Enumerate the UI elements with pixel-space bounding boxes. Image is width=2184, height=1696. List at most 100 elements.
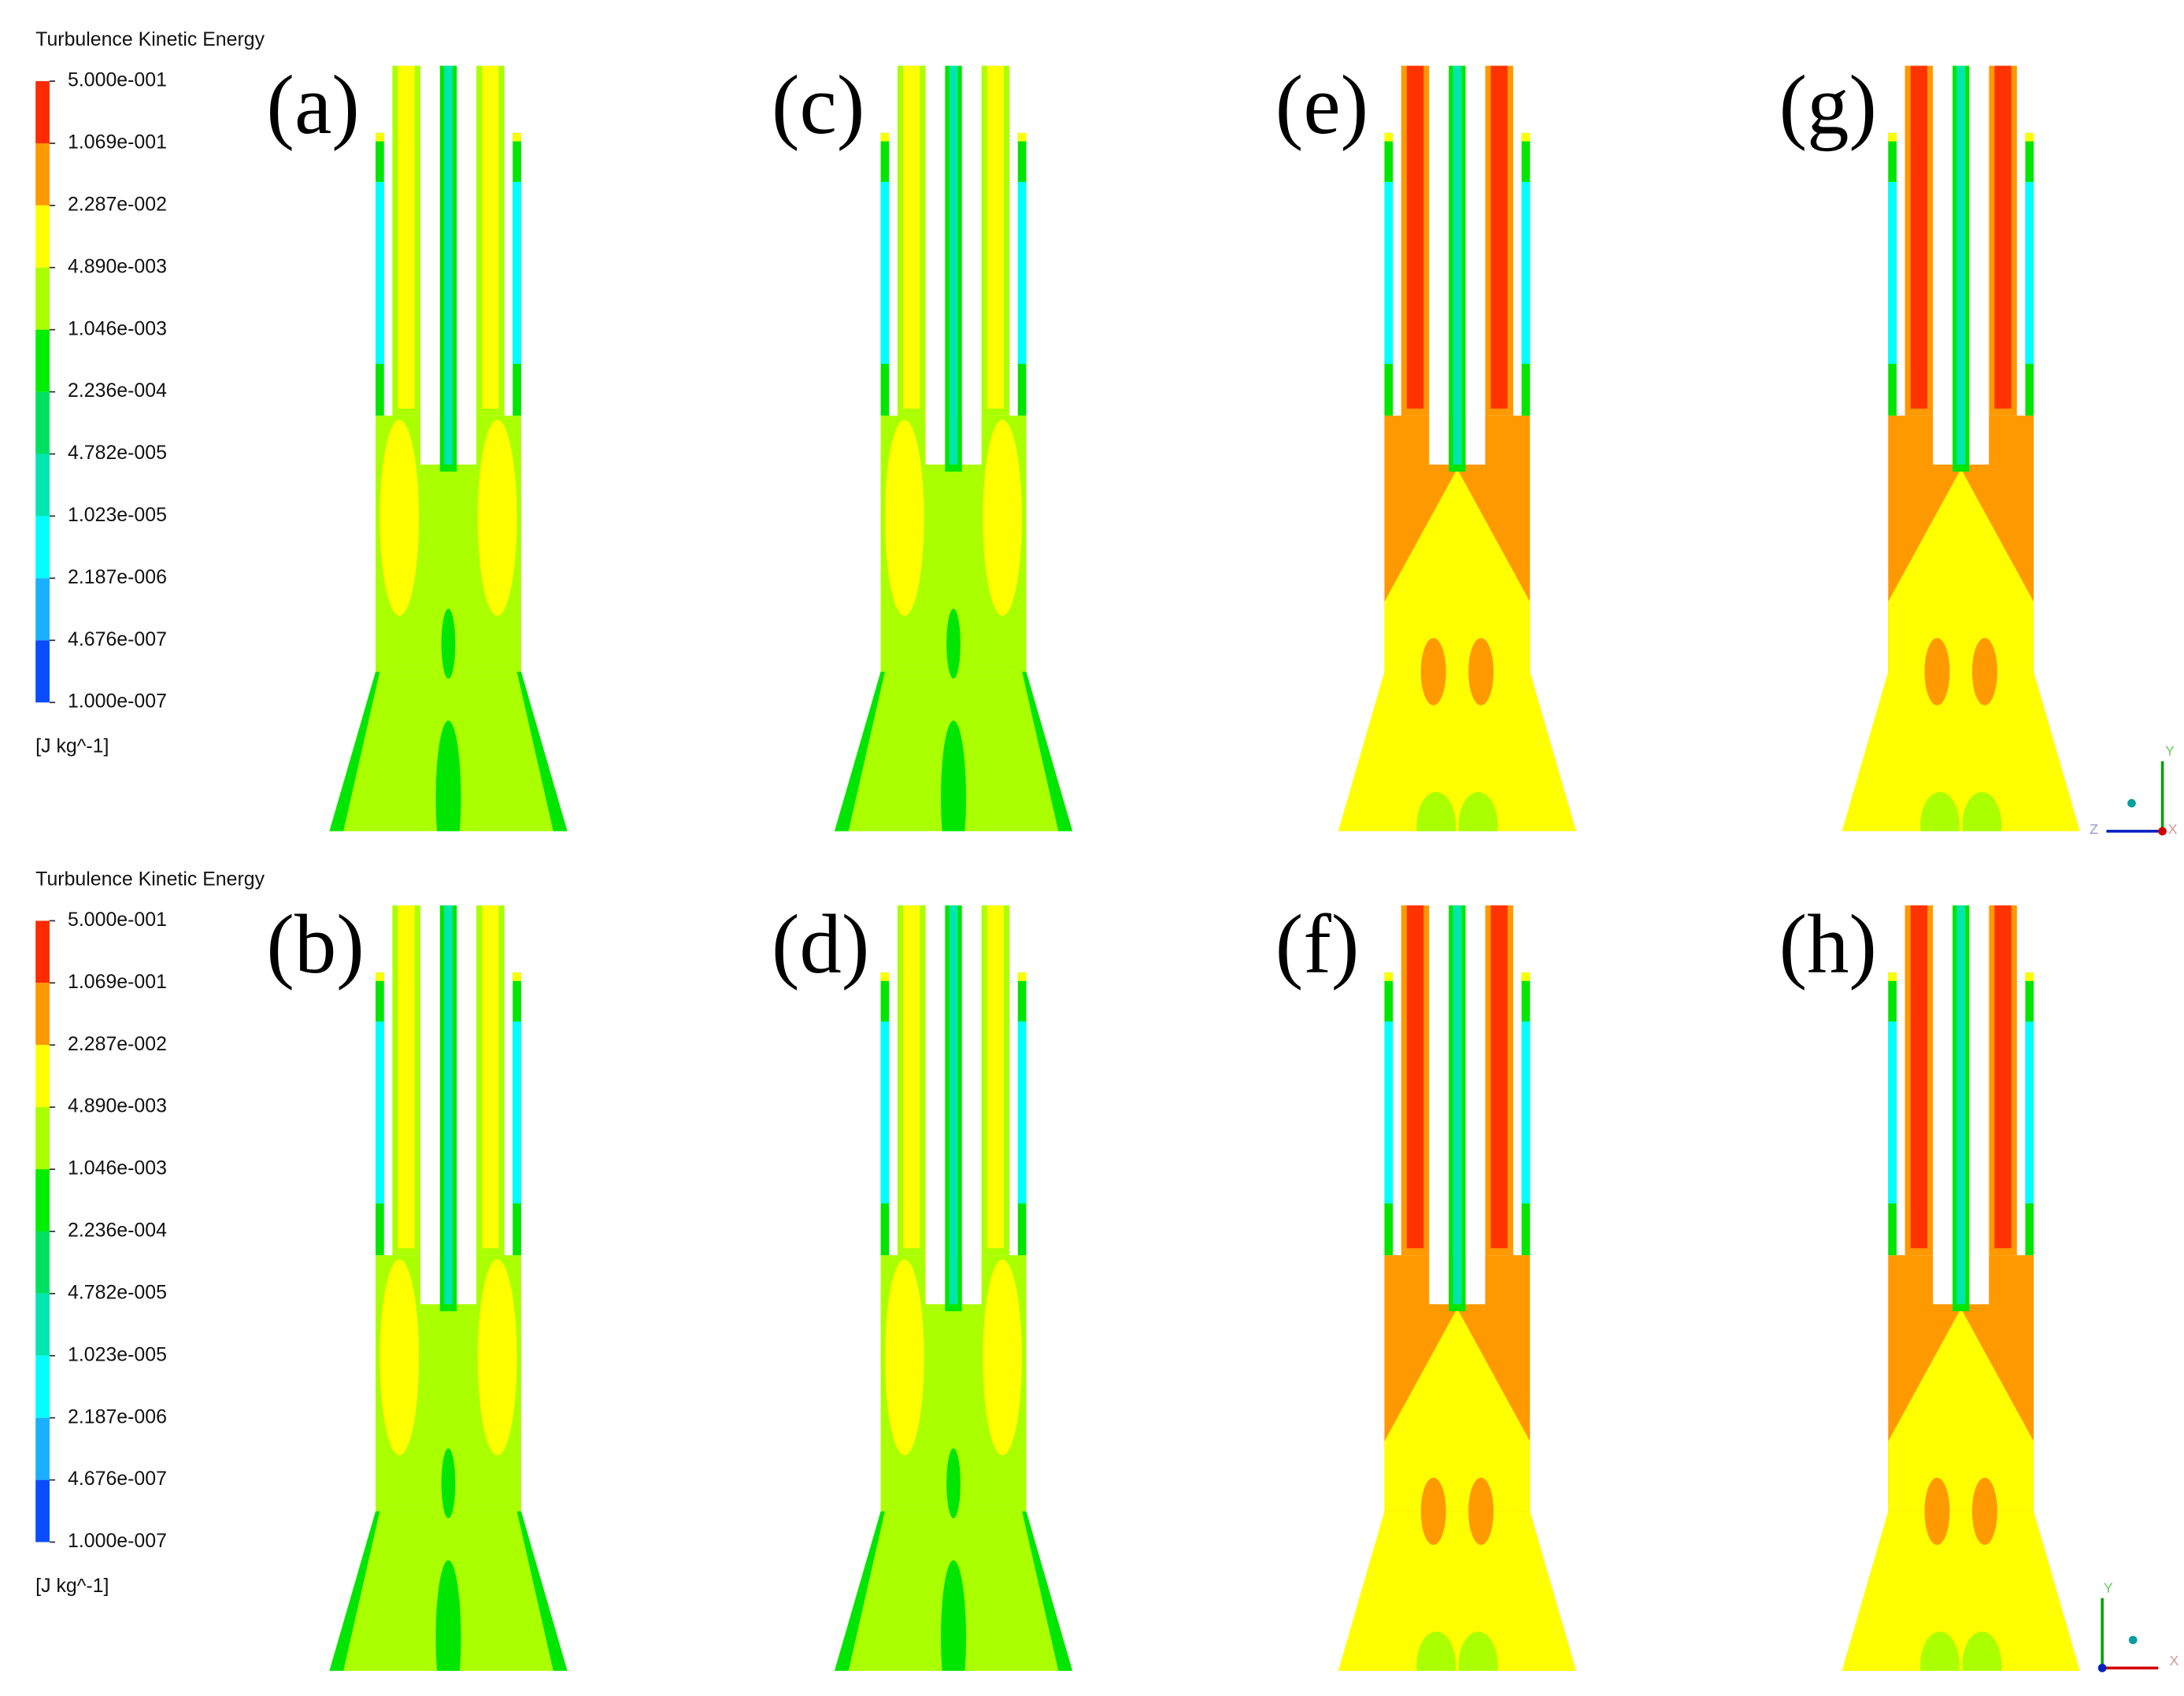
axis-label: Y xyxy=(2165,743,2175,759)
mask xyxy=(925,831,982,887)
contour-panel xyxy=(834,905,1073,1696)
contour xyxy=(1971,638,1997,705)
coflow-core xyxy=(903,65,920,409)
legend-swatch xyxy=(35,267,50,330)
annulus-core xyxy=(376,1021,384,1204)
coflow-core xyxy=(1406,65,1424,409)
coflow-core xyxy=(398,905,415,1249)
annulus-cap xyxy=(513,972,521,981)
legend-label: 1.023e-005 xyxy=(68,1343,167,1365)
legend-label: 4.676e-007 xyxy=(68,1468,167,1490)
contour xyxy=(435,1560,461,1696)
contour-panel xyxy=(1834,65,2087,873)
contour-panel xyxy=(329,65,568,887)
legend-label: 1.046e-003 xyxy=(68,1157,167,1179)
axis-label: X xyxy=(2168,821,2178,837)
contour xyxy=(1420,1477,1446,1546)
wall-gap xyxy=(961,65,982,465)
legend-swatch xyxy=(35,516,50,579)
annulus-core xyxy=(1521,182,1531,365)
annulus-core xyxy=(513,182,521,365)
axis-triad: Y Z X xyxy=(2090,743,2178,838)
wall-gap xyxy=(1969,905,1990,1305)
wall-layer xyxy=(1022,1511,1073,1672)
wall-gap xyxy=(1429,905,1449,1305)
contour xyxy=(379,420,420,616)
wall-layer xyxy=(329,1511,380,1672)
annulus-cap xyxy=(1888,132,1897,142)
legend-label: 4.890e-003 xyxy=(68,255,167,277)
central-jet-core xyxy=(1453,905,1462,1305)
legend-swatch xyxy=(35,391,50,454)
panel-label: (d) xyxy=(772,898,869,991)
contour xyxy=(441,609,456,679)
legend-label: 4.782e-005 xyxy=(68,1281,167,1303)
mask xyxy=(420,831,477,887)
wall-gap xyxy=(1429,65,1449,465)
legend-swatch xyxy=(35,1169,50,1231)
annulus-core xyxy=(1384,182,1394,365)
annulus-cap xyxy=(376,132,384,142)
annulus-core xyxy=(1888,182,1897,365)
annulus-core xyxy=(2025,1021,2034,1204)
legend-swatch xyxy=(35,1107,50,1170)
wall-layer xyxy=(516,1511,568,1672)
legend-swatch xyxy=(35,1293,50,1356)
mask xyxy=(1834,1671,2087,1696)
contour xyxy=(946,1448,961,1519)
coflow-core xyxy=(398,65,415,409)
wall-layer xyxy=(834,1511,885,1672)
contour-panel xyxy=(1331,65,1583,873)
wall-gap xyxy=(1969,65,1990,465)
legend-swatch xyxy=(35,81,50,143)
annulus-cap xyxy=(1888,972,1897,981)
legend-label: 4.890e-003 xyxy=(68,1095,167,1117)
legend-units: [J kg^-1] xyxy=(35,735,109,757)
annulus-core xyxy=(880,1021,890,1204)
panel-label: (e) xyxy=(1275,59,1368,152)
coflow-core xyxy=(987,905,1005,1249)
annulus-cap xyxy=(1384,972,1394,981)
contour-panel xyxy=(1834,905,2087,1696)
wall-gap xyxy=(925,65,946,465)
legend-swatch xyxy=(35,578,50,641)
annulus-core xyxy=(1017,1021,1027,1204)
central-jet-core xyxy=(1453,65,1462,465)
panel-label: (f) xyxy=(1275,898,1360,991)
mixing-zone xyxy=(1384,468,1531,672)
legend-units: [J kg^-1] xyxy=(35,1575,109,1597)
axis-triad: YX xyxy=(2097,1579,2178,1672)
legend-label: 1.046e-003 xyxy=(68,317,167,339)
wall-layer xyxy=(834,672,885,831)
coflow-core xyxy=(482,905,499,1249)
central-jet-core xyxy=(1956,905,1965,1305)
annulus-cap xyxy=(880,972,890,981)
wall-gap xyxy=(457,905,477,1305)
wall-gap xyxy=(1465,65,1486,465)
wall-layer xyxy=(329,672,380,831)
legend-label: 2.187e-006 xyxy=(68,566,167,588)
legend-swatch xyxy=(35,1231,50,1294)
legend-label: 1.069e-001 xyxy=(68,971,167,993)
legend-label: 1.000e-007 xyxy=(68,1530,167,1552)
mixing-zone xyxy=(1888,468,2034,672)
legend-label: 2.287e-002 xyxy=(68,1033,167,1055)
annulus-core xyxy=(376,182,384,365)
coflow-core xyxy=(903,905,920,1249)
wall-gap xyxy=(1465,905,1486,1305)
legend-label: 4.676e-007 xyxy=(68,628,167,650)
legend-swatch xyxy=(35,143,50,206)
wall-gap xyxy=(420,65,440,465)
contour xyxy=(1468,1477,1494,1546)
legend-swatch xyxy=(35,1417,50,1480)
legend-swatch xyxy=(35,1045,50,1108)
coflow-core xyxy=(482,65,499,409)
panel-label: (a) xyxy=(266,59,359,152)
legend-label: 2.236e-004 xyxy=(68,1220,167,1242)
central-jet-core xyxy=(444,905,453,1305)
legend-swatch xyxy=(35,1479,50,1542)
wall-gap xyxy=(1933,905,1953,1305)
panel-label: (c) xyxy=(772,59,864,152)
coflow-core xyxy=(1406,905,1424,1249)
